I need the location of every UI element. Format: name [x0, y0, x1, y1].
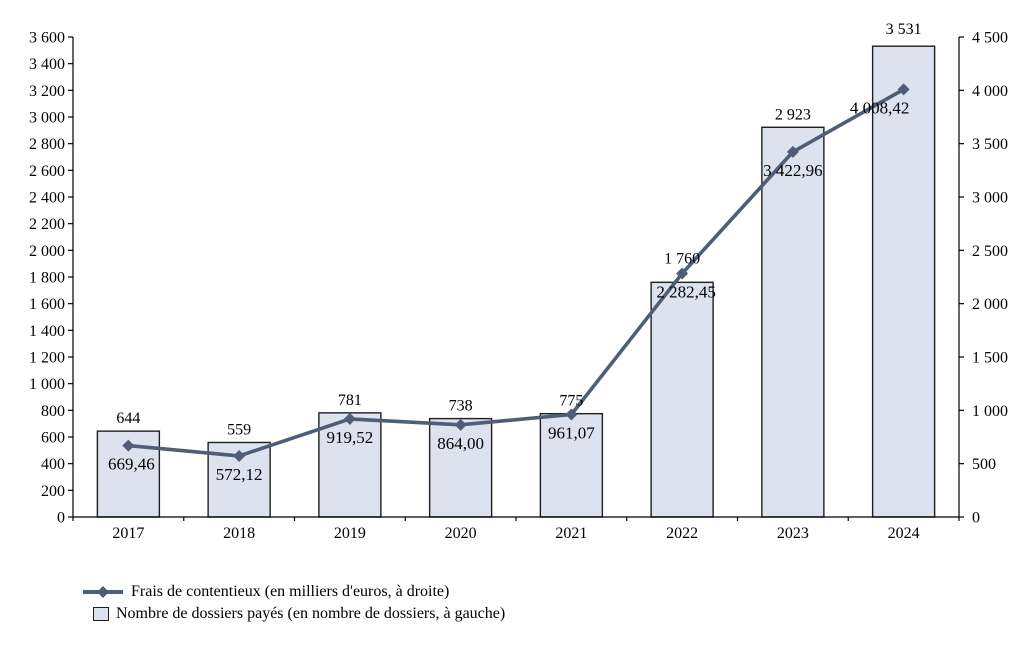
bar-2020 — [428, 417, 493, 518]
left-axis-tick-label: 3 200 — [29, 83, 65, 100]
bar-value-label: 781 — [338, 392, 362, 409]
right-axis-tick-label: 500 — [972, 456, 996, 473]
legend-item-bar: Nombre de dossiers payés (en nombre de d… — [82, 603, 505, 625]
left-axis-tick-label: 600 — [41, 429, 65, 446]
bar-value-label: 1 760 — [664, 250, 700, 267]
x-axis-category-label: 2024 — [888, 525, 920, 542]
line-marker-2022 — [676, 267, 689, 280]
x-axis-category-label: 2019 — [334, 525, 366, 542]
line-value-label: 669,46 — [108, 455, 155, 474]
line-marker-2024 — [897, 83, 910, 96]
line-value-label: 3 422,96 — [763, 161, 823, 180]
x-axis-category-label: 2021 — [555, 525, 587, 542]
line-value-label: 919,52 — [327, 428, 374, 447]
left-axis-tick-label: 2 000 — [29, 243, 65, 260]
line-marker-2019 — [343, 412, 356, 425]
line-marker-2018 — [233, 449, 246, 462]
line-value-label: 572,12 — [216, 465, 263, 484]
legend-label-line: Frais de contentieux (en milliers d'euro… — [131, 583, 450, 600]
bar-value-label: 2 923 — [775, 106, 811, 123]
line-marker-2020 — [454, 418, 467, 431]
left-axis-tick-label: 1 600 — [29, 296, 65, 313]
right-axis-tick-label: 4 000 — [972, 83, 1008, 100]
right-axis-tick-label: 2 500 — [972, 243, 1008, 260]
line-value-label: 961,07 — [548, 423, 595, 442]
legend-item-line: Frais de contentieux (en milliers d'euro… — [82, 581, 505, 603]
right-axis-tick-label: 0 — [972, 509, 980, 526]
left-axis-tick-label: 200 — [41, 483, 65, 500]
left-axis-tick-label: 1 400 — [29, 323, 65, 340]
bar-2024 — [871, 45, 936, 518]
left-axis-tick-label: 800 — [41, 403, 65, 420]
bar-swatch-icon — [93, 607, 109, 621]
chart-legend: Frais de contentieux (en milliers d'euro… — [82, 581, 505, 625]
bar-value-label: 3 531 — [886, 21, 922, 38]
x-axis-category-label: 2022 — [666, 525, 698, 542]
left-axis-tick-label: 3 000 — [29, 109, 65, 126]
line-series — [128, 87, 905, 458]
bar-value-label: 644 — [116, 410, 140, 427]
x-axis-category-label: 2020 — [445, 525, 477, 542]
line-marker-2021 — [565, 408, 578, 421]
bar-value-label: 775 — [559, 393, 583, 410]
right-axis-tick-label: 3 500 — [972, 136, 1008, 153]
line-with-diamond-icon — [82, 584, 124, 600]
left-axis-tick-label: 2 800 — [29, 136, 65, 153]
x-axis-category-label: 2018 — [223, 525, 255, 542]
bar-value-label: 559 — [227, 421, 251, 438]
left-axis-tick-label: 3 400 — [29, 56, 65, 73]
bar-2023 — [761, 126, 825, 518]
right-axis-tick-label: 2 000 — [972, 296, 1008, 313]
left-axis-tick-label: 400 — [41, 456, 65, 473]
left-axis-tick-label: 1 800 — [29, 269, 65, 286]
line-value-label: 2 282,45 — [656, 283, 716, 302]
right-axis-tick-label: 4 500 — [972, 29, 1008, 46]
left-axis-tick-label: 2 200 — [29, 216, 65, 233]
line-value-label: 864,00 — [437, 434, 484, 453]
left-axis-tick-label: 2 400 — [29, 189, 65, 206]
bar-value-label: 738 — [449, 398, 473, 415]
x-axis-category-label: 2023 — [777, 525, 809, 542]
right-axis-tick-label: 1 000 — [972, 403, 1008, 420]
line-value-label: 4 008,42 — [850, 98, 910, 117]
bar-2019 — [318, 412, 382, 518]
x-axis-category-label: 2017 — [112, 525, 144, 542]
legend-label-bar: Nombre de dossiers payés (en nombre de d… — [116, 605, 506, 622]
bar-2022 — [650, 281, 714, 518]
left-axis-tick-label: 1 200 — [29, 349, 65, 366]
right-axis-tick-label: 1 500 — [972, 349, 1008, 366]
left-axis-tick-label: 3 600 — [29, 29, 65, 46]
line-marker-2017 — [122, 439, 135, 452]
right-axis-tick-label: 3 000 — [972, 189, 1008, 206]
left-axis-tick-label: 1 000 — [29, 376, 65, 393]
left-axis-tick-label: 0 — [57, 509, 65, 526]
left-axis-tick-label: 2 600 — [29, 163, 65, 180]
line-marker-2023 — [786, 145, 799, 158]
